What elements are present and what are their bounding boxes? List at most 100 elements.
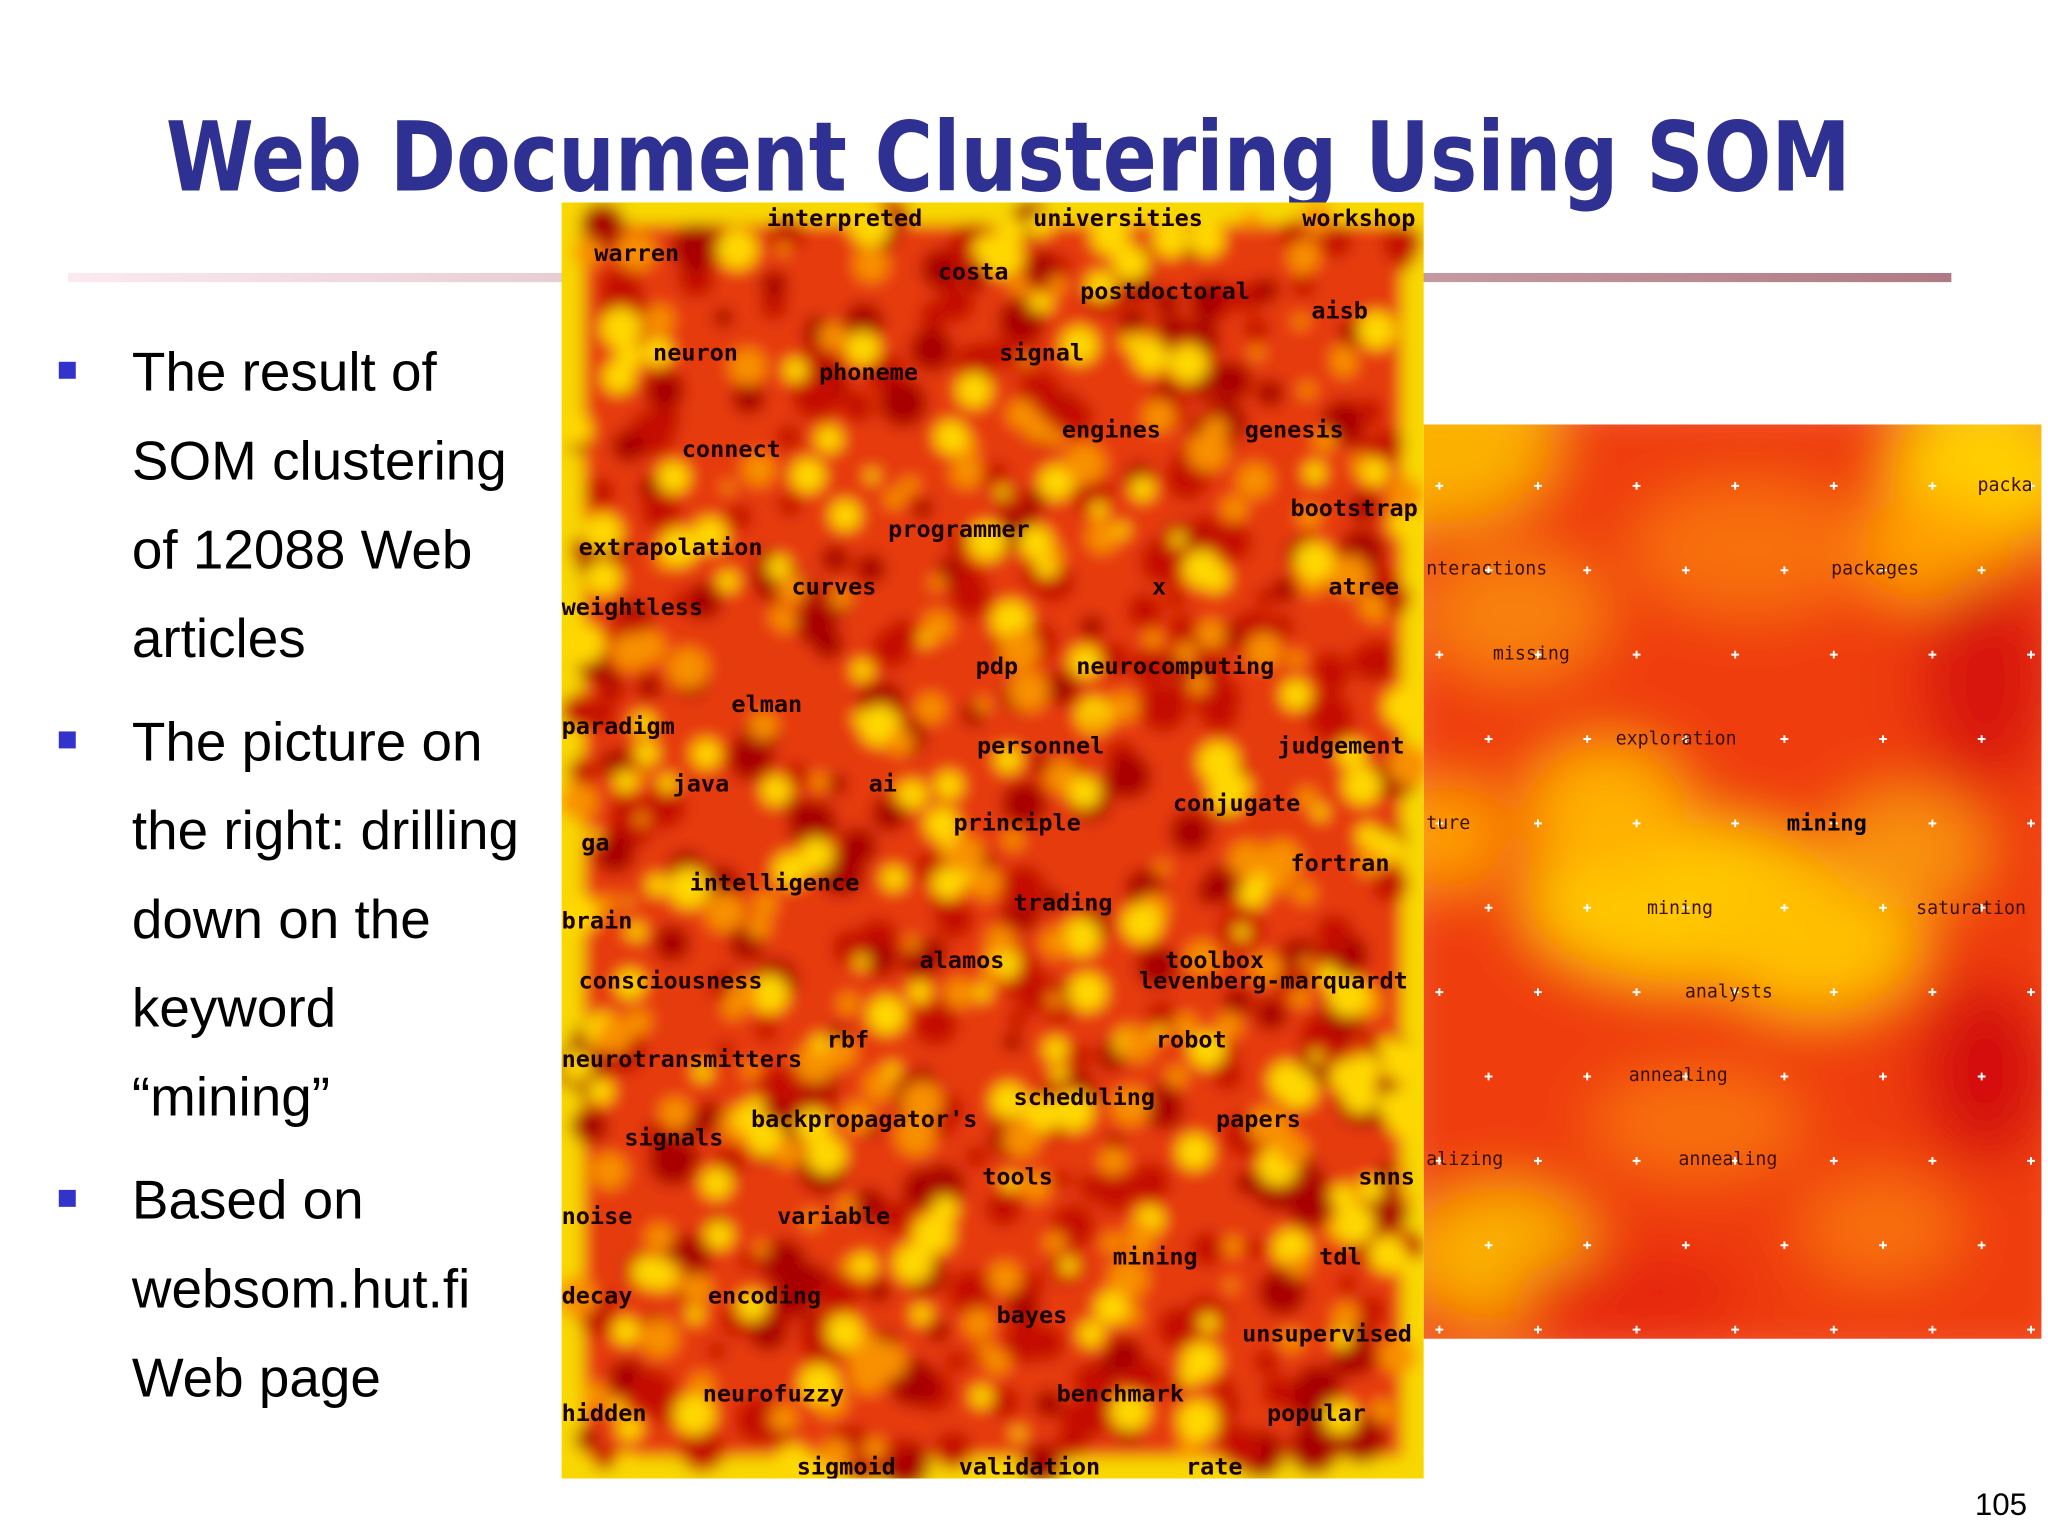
heat-blob: [611, 429, 646, 463]
heat-blob: [1279, 1328, 1304, 1353]
grid-dot: [1829, 819, 1838, 828]
heat-blob: [799, 1363, 840, 1404]
heat-blob: [1423, 424, 1555, 523]
grid-dot: [1435, 481, 1444, 490]
map-label: intelligence: [690, 869, 860, 897]
heat-blob: [673, 1393, 716, 1436]
heat-blob: [1090, 216, 1130, 256]
heat-blob: [895, 1115, 936, 1156]
grid-dot: [1780, 566, 1789, 575]
grid-dot: [1731, 1156, 1740, 1165]
map-label: conjugate: [1173, 789, 1300, 817]
heat-blob: [854, 553, 886, 585]
map-label: weightless: [562, 593, 703, 621]
heat-blob: [615, 343, 642, 371]
map-label: universities: [1033, 204, 1203, 232]
grid-dot: [1484, 566, 1493, 575]
bullet-text: Web page: [132, 1346, 381, 1408]
heat-blob: [1155, 860, 1170, 875]
heat-blob: [569, 730, 584, 746]
heat-blob: [810, 772, 829, 791]
map-label: workshop: [1302, 204, 1415, 232]
heat-blob: [636, 673, 662, 700]
heat-blob: [1290, 987, 1311, 1008]
heat-blob: [617, 1451, 636, 1470]
heat-blob: [1006, 1289, 1041, 1324]
heat-blob: [575, 1427, 599, 1451]
heat-blob: [769, 1404, 798, 1433]
bullet-text: SOM clustering: [132, 429, 507, 491]
grid-dot: [1534, 819, 1542, 828]
heat-blob: [586, 700, 616, 730]
grid-dot: [1681, 566, 1690, 575]
heat-blob: [680, 1427, 725, 1472]
heat-blob: [1111, 1086, 1151, 1126]
heat-blob: [704, 1220, 734, 1250]
map-label: ai: [869, 769, 897, 797]
heat-blob: [829, 499, 861, 531]
grid-dot: [1780, 1241, 1789, 1250]
heat-blob: [1153, 221, 1189, 258]
map-label: curves: [792, 572, 877, 600]
heat-blob: [920, 248, 963, 290]
grid-dot: [1632, 650, 1641, 659]
heat-blob: [1360, 457, 1389, 486]
heat-blob: [1293, 1364, 1343, 1414]
heat-blob: [1332, 1302, 1360, 1331]
heat-blob: [1002, 829, 1024, 851]
heat-blob: [1327, 975, 1370, 1017]
grid-dot: [1928, 1156, 1937, 1165]
grid-dot: [1435, 819, 1444, 828]
grid-dot: [1484, 1241, 1493, 1250]
heat-blob: [851, 1187, 887, 1223]
heat-blob: [646, 874, 668, 896]
heat-blob: [1392, 1166, 1410, 1184]
bullet-text: keyword: [132, 977, 336, 1039]
bullet-text: articles: [132, 607, 306, 669]
heat-blob: [1176, 1133, 1213, 1170]
map-label: alizing: [1426, 1149, 1503, 1170]
heat-blob: [1395, 205, 1417, 227]
grid-dot: [1731, 1325, 1740, 1334]
map-label: popular: [1267, 1399, 1366, 1427]
heat-blob: [768, 217, 805, 254]
map-label: snns: [1358, 1163, 1415, 1191]
map-label: tools: [982, 1163, 1053, 1191]
heat-blob: [1200, 563, 1230, 593]
heat-blob: [955, 342, 998, 385]
grid-dot: [1928, 1325, 1937, 1334]
heat-blob: [1124, 1366, 1152, 1394]
map-label: noise: [562, 1202, 633, 1230]
heat-blob: [648, 1137, 698, 1186]
grid-dot: [1829, 481, 1838, 490]
grid-dot: [2027, 1325, 2035, 1334]
heat-blob: [1152, 1025, 1167, 1040]
heat-blob: [608, 1399, 626, 1416]
bullet-text: Based on: [132, 1169, 364, 1231]
heat-blob: [1383, 686, 1424, 728]
heat-blob: [592, 1446, 616, 1470]
grid-dot: [1435, 1325, 1444, 1334]
heat-blob: [879, 378, 928, 428]
map-label: alamos: [920, 946, 1005, 974]
grid-dot: [1829, 988, 1838, 997]
heat-blob: [1034, 1389, 1063, 1419]
heat-blob: [1202, 865, 1241, 905]
grid-dot: [1977, 1241, 1986, 1250]
map-label: levenberg-marquardt: [1139, 967, 1408, 995]
grid-dot: [1583, 903, 1592, 912]
heat-blob: [1296, 786, 1318, 808]
heat-blob: [1920, 979, 2042, 1163]
heat-blob: [1001, 780, 1048, 827]
heat-blob: [1046, 992, 1063, 1009]
heat-blob: [1211, 522, 1252, 563]
heat-blob: [1044, 1231, 1066, 1254]
heat-blob: [1345, 1343, 1377, 1374]
heat-blob: [944, 978, 974, 1008]
grid-dot: [1435, 988, 1444, 997]
heat-blob: [1312, 428, 1337, 453]
heat-blob: [908, 980, 932, 1004]
heat-blob: [995, 485, 1010, 500]
heat-blob: [1211, 360, 1252, 401]
heat-blob: [728, 348, 767, 386]
